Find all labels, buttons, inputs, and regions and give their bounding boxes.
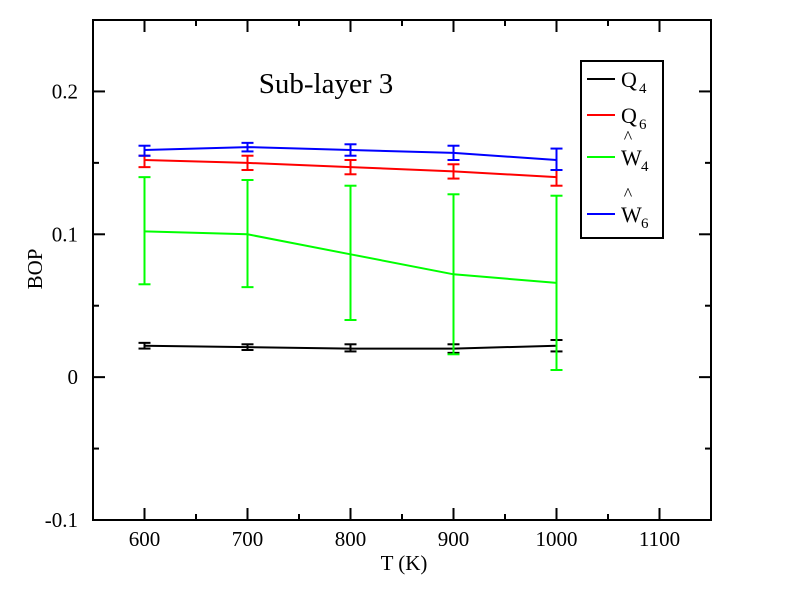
x-tick-label: 1100	[639, 527, 680, 551]
y-axis-label: BOP	[23, 249, 47, 290]
legend-box	[580, 60, 664, 239]
legend-label-W6: W	[621, 202, 642, 227]
legend-label-Q6: Q	[621, 103, 637, 128]
legend-label-Q4: Q	[621, 67, 637, 92]
y-tick-label: -0.1	[45, 508, 78, 532]
tick-layer: 600 700 800 900 1000 1100 -0.1 0 0.1 0.2	[45, 19, 712, 551]
legend-entries: Q 4Q 6^W 4^W 6	[587, 67, 649, 232]
x-axis-label: T (K)	[381, 551, 428, 575]
x-tick-label: 600	[129, 527, 161, 551]
series-W6	[138, 141, 563, 171]
y-tick-label: 0	[68, 365, 79, 389]
legend-label-W4: W	[621, 145, 642, 170]
series-W4	[138, 176, 563, 371]
x-tick-label: 900	[438, 527, 470, 551]
legend-entry-W6: ^W 6	[587, 184, 649, 232]
y-tick-label: 0.2	[52, 79, 78, 103]
legend-subscript-Q6: 6	[639, 117, 647, 133]
x-tick-label: 700	[232, 527, 264, 551]
legend: Q 4Q 6^W 4^W 6	[580, 60, 664, 239]
chart-annotation: Sub-layer 3	[259, 68, 394, 100]
series-layer	[138, 141, 563, 371]
legend-subscript-Q4: 4	[639, 81, 647, 97]
legend-hat-W4: ^	[624, 127, 633, 147]
legend-entry-W4: ^W 4	[587, 127, 649, 175]
legend-hat-W6: ^	[624, 184, 633, 204]
legend-subscript-W4: 4	[641, 159, 649, 175]
x-tick-label: 1000	[536, 527, 578, 551]
legend-subscript-W6: 6	[641, 216, 649, 232]
x-tick-label: 800	[335, 527, 367, 551]
y-tick-label: 0.1	[52, 222, 78, 246]
